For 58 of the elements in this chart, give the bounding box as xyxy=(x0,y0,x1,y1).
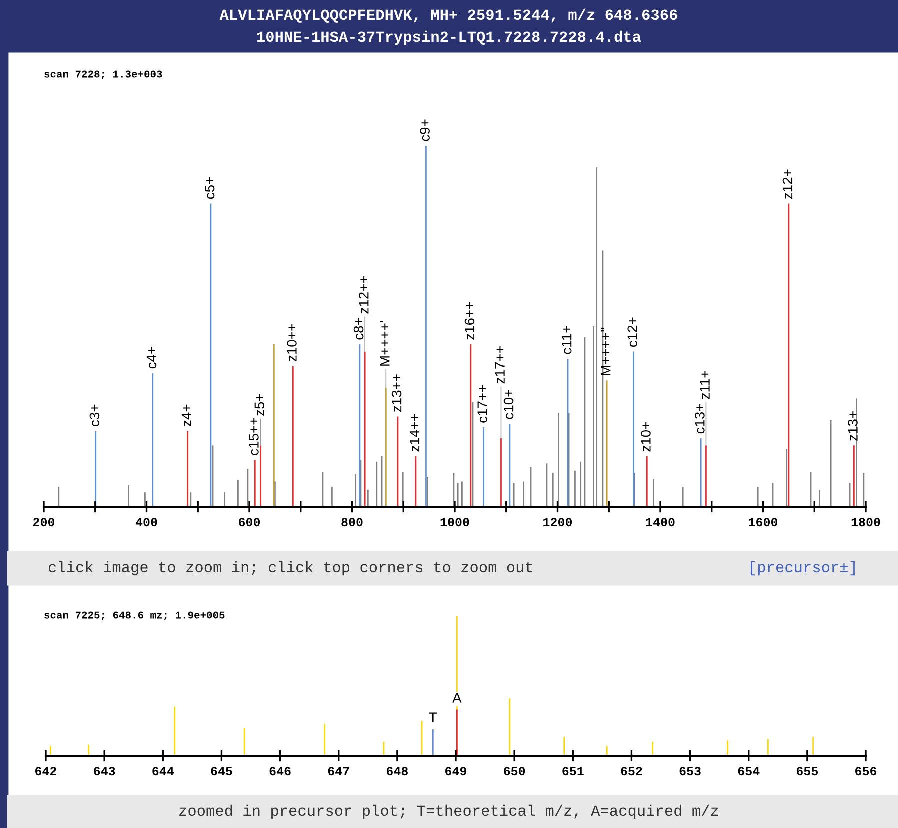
x-tick-label: 1800 xyxy=(852,518,880,527)
annotation: z13+ xyxy=(848,412,858,441)
annotation: z4+ xyxy=(182,404,192,426)
x-tick-label: 656 xyxy=(856,767,877,776)
annotation: scan 7225; 648.6 mz; 1.9e+005 xyxy=(44,612,225,621)
annotation: c8+ xyxy=(354,318,364,340)
annotation: z10+ xyxy=(641,422,651,452)
annotation: z5+ xyxy=(254,394,265,416)
annotation: T xyxy=(429,712,438,722)
x-tick-label: 645 xyxy=(211,767,232,776)
annotation: c9+ xyxy=(420,120,430,142)
x-tick-label: 600 xyxy=(239,518,260,527)
annotation: c17++ xyxy=(478,385,488,423)
annotation: A xyxy=(452,693,462,703)
x-tick-label: 647 xyxy=(328,767,350,776)
x-tick-label: 1600 xyxy=(749,518,778,527)
annotation: z12+ xyxy=(782,170,793,200)
annotation: c11+ xyxy=(562,326,572,354)
annotation: c4+ xyxy=(146,347,157,369)
text: scan 7228; 1.3e+003 xyxy=(44,70,162,80)
annotation: M++++' xyxy=(380,321,390,366)
x-tick-label: 653 xyxy=(680,767,701,776)
annotation: c13+ xyxy=(694,404,705,434)
annotation: z16++ xyxy=(464,302,475,340)
annotation: z14++ xyxy=(410,414,420,452)
x-tick-label: 649 xyxy=(446,767,466,776)
annotation: c12+ xyxy=(628,318,638,348)
annotation: z12++ xyxy=(358,276,369,314)
x-tick-label: 400 xyxy=(136,518,158,527)
x-tick-label: 200 xyxy=(33,518,55,527)
x-tick-label: 643 xyxy=(94,767,116,776)
annotation: c5+ xyxy=(205,178,215,200)
chart-title: ALVLIAFAQYLQQCPFEDHVK, MH+ 2591.5244, m/z 648.6366 xyxy=(220,8,678,23)
chart-subtitle: 10HNE-1HSA-37Trypsin2-LTQ1.7228.7228.4.dta xyxy=(257,30,642,46)
annotation: c10+ xyxy=(504,390,514,420)
annotation: M++++'' xyxy=(601,328,611,376)
text: click image to zoom in; click top corners to zoom out xyxy=(48,561,532,576)
annotation: c15++ xyxy=(249,418,259,456)
annotation: c3+ xyxy=(90,404,100,426)
x-tick-label: 1200 xyxy=(544,518,572,527)
annotation: z17++ xyxy=(495,346,505,384)
x-tick-label: 652 xyxy=(621,767,642,776)
x-tick-label: 646 xyxy=(270,767,291,776)
x-tick-label: 644 xyxy=(152,767,174,776)
x-tick-label: 654 xyxy=(738,767,760,776)
annotation: z10++ xyxy=(287,324,297,362)
x-tick-label: 642 xyxy=(36,767,57,776)
x-tick-label: 650 xyxy=(504,767,526,776)
annotation: z13++ xyxy=(392,374,402,412)
x-tick-label: 655 xyxy=(796,767,818,776)
text: zoomed in precursor plot; T=theoretical m/z, A=acquired m/z xyxy=(180,804,718,820)
x-tick-label: 1000 xyxy=(440,518,470,527)
annotation: z11+ xyxy=(700,371,710,400)
text: [precursor±] xyxy=(751,561,855,576)
x-tick-label: 800 xyxy=(342,518,363,527)
x-tick-label: 1400 xyxy=(646,518,675,527)
x-tick-label: 651 xyxy=(562,767,584,776)
x-tick-label: 648 xyxy=(386,767,408,776)
